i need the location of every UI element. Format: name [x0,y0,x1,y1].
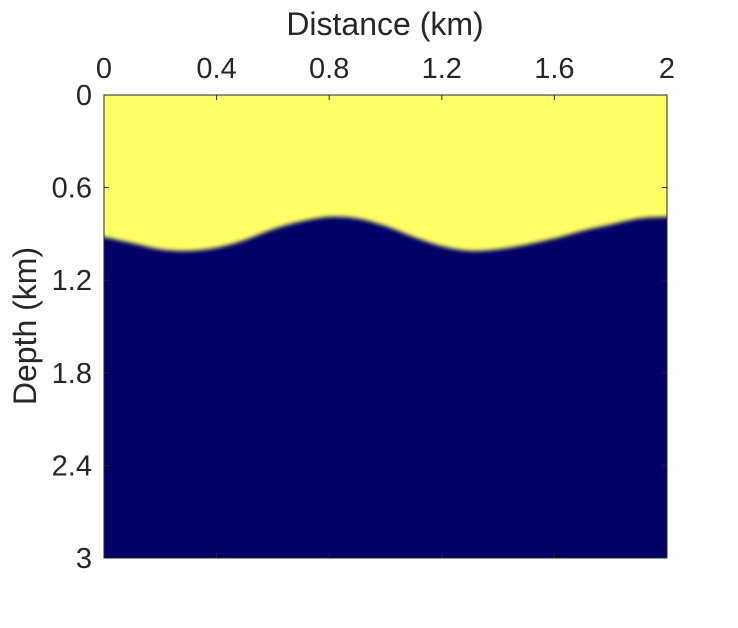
x-axis-title: Distance (km) [286,6,483,42]
x-axis-ticks: 0 0.4 0.8 1.2 1.6 2 [96,53,675,558]
y-tick-label: 0 [76,80,92,112]
x-tick-label: 1.6 [534,53,574,85]
y-tick-label: 3 [76,543,92,575]
x-tick-label: 0 [96,53,112,85]
x-tick-label: 0.4 [196,53,236,85]
lower-layer-region [104,216,667,558]
y-tick-label: 1.2 [52,265,92,297]
y-tick-label: 0.6 [52,173,92,205]
y-axis-ticks: 0 0.6 1.2 1.8 2.4 3 [52,80,667,575]
y-tick-label: 2.4 [52,450,92,482]
x-tick-label: 2 [659,53,675,85]
plot-frame [103,94,668,559]
y-axis-title: Depth (km) [7,247,43,405]
y-tick-label: 1.8 [52,358,92,390]
x-tick-label: 0.8 [309,53,349,85]
x-tick-label: 1.2 [422,53,462,85]
